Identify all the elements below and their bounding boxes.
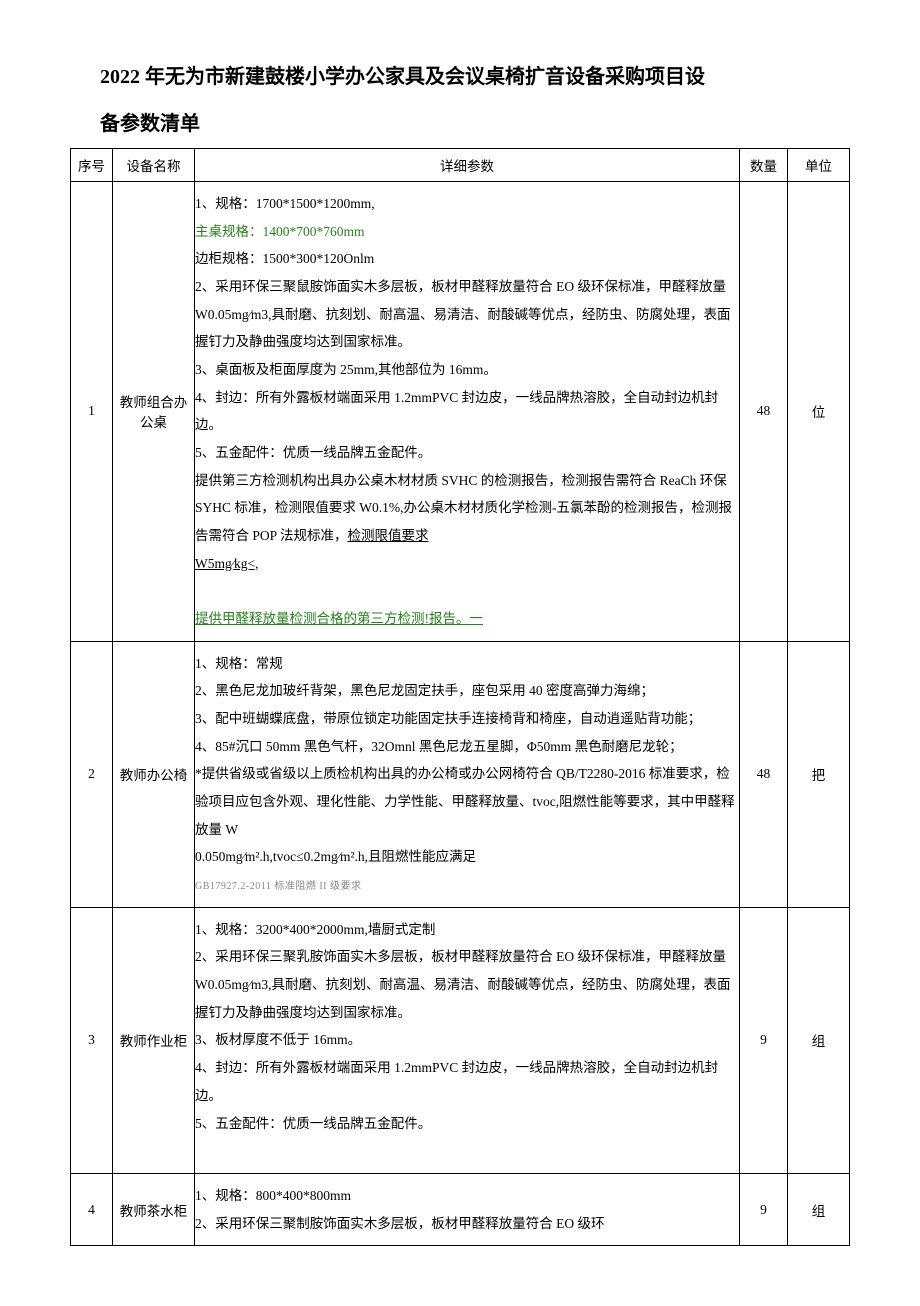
cell-name: 教师作业柜 bbox=[113, 907, 195, 1173]
detail-line: 3、板材厚度不低于 16mm。 bbox=[195, 1026, 735, 1054]
table-row: 4教师茶水柜1、规格：800*400*800mm2、采用环保三聚制胺饰面实木多层… bbox=[71, 1173, 850, 1245]
table-row: 3教师作业柜1、规格：3200*400*2000mm,墙厨式定制2、采用环保三聚… bbox=[71, 907, 850, 1173]
detail-line: 2、采用环保三聚制胺饰面实木多层板，板材甲醛释放量符合 EO 级环 bbox=[195, 1210, 735, 1238]
detail-line bbox=[195, 1137, 735, 1165]
cell-qty: 48 bbox=[740, 641, 788, 907]
detail-line: 提供第三方检测机构出具办公桌木材材质 SVHC 的检测报告，检测报告需符合 Re… bbox=[195, 467, 735, 550]
detail-line: 5、五金配件：优质一线品牌五金配件。 bbox=[195, 439, 735, 467]
detail-line: 4、封边：所有外露板材端面采用 1.2mmPVC 封边皮，一线品牌热溶胶，全自动… bbox=[195, 384, 735, 439]
cell-qty: 9 bbox=[740, 1173, 788, 1245]
detail-line: 1、规格：1700*1500*1200mm, bbox=[195, 190, 735, 218]
header-seq: 序号 bbox=[71, 149, 113, 182]
detail-line: 2、黑色尼龙加玻纤背架，黑色尼龙固定扶手，座包采用 40 密度高弹力海绵； bbox=[195, 677, 735, 705]
table-header-row: 序号 设备名称 详细参数 数量 单位 bbox=[71, 149, 850, 182]
detail-line: 1、规格：常规 bbox=[195, 650, 735, 678]
cell-unit: 组 bbox=[788, 1173, 850, 1245]
cell-unit: 组 bbox=[788, 907, 850, 1173]
cell-qty: 48 bbox=[740, 182, 788, 642]
detail-line: 提供甲醛释放量检测合格的第三方检测!报告。一 bbox=[195, 605, 735, 633]
equipment-table: 序号 设备名称 详细参数 数量 单位 1教师组合办公桌1、规格：1700*150… bbox=[70, 148, 850, 1246]
cell-unit: 把 bbox=[788, 641, 850, 907]
detail-line: 4、封边：所有外露板材端面采用 1.2mmPVC 封边皮，一线品牌热溶胶，全自动… bbox=[195, 1054, 735, 1109]
table-row: 1教师组合办公桌1、规格：1700*1500*1200mm,主桌规格：1400*… bbox=[71, 182, 850, 642]
cell-name: 教师组合办公桌 bbox=[113, 182, 195, 642]
header-detail: 详细参数 bbox=[195, 149, 740, 182]
document-title-line2: 备参数清单 bbox=[100, 107, 850, 136]
detail-line: W5mg∕kg<, bbox=[195, 550, 735, 578]
cell-seq: 3 bbox=[71, 907, 113, 1173]
detail-line bbox=[195, 577, 735, 605]
cell-name: 教师茶水柜 bbox=[113, 1173, 195, 1245]
header-unit: 单位 bbox=[788, 149, 850, 182]
detail-line: 0.050mg∕m².h,tvoc≤0.2mg∕m².h,且阻燃性能应满足 bbox=[195, 843, 735, 871]
detail-line: 主桌规格：1400*700*760mm bbox=[195, 218, 735, 246]
detail-line: 3、配中班蝴蝶底盘，带原位锁定功能固定扶手连接椅背和椅座，自动逍遥贴背功能； bbox=[195, 705, 735, 733]
header-name: 设备名称 bbox=[113, 149, 195, 182]
cell-detail: 1、规格：1700*1500*1200mm,主桌规格：1400*700*760m… bbox=[195, 182, 740, 642]
cell-seq: 2 bbox=[71, 641, 113, 907]
document-title-line1: 2022 年无为市新建鼓楼小学办公家具及会议桌椅扩音设备采购项目设 bbox=[100, 60, 850, 89]
cell-qty: 9 bbox=[740, 907, 788, 1173]
detail-line: 3、桌面板及柜面厚度为 25mm,其他部位为 16mm。 bbox=[195, 356, 735, 384]
detail-line: 边柜规格：1500*300*120Onlm bbox=[195, 245, 735, 273]
detail-line: GB17927.2-2011 标准阻燃 II 级要求 bbox=[195, 871, 735, 899]
cell-detail: 1、规格：常规2、黑色尼龙加玻纤背架，黑色尼龙固定扶手，座包采用 40 密度高弹… bbox=[195, 641, 740, 907]
detail-line: 1、规格：3200*400*2000mm,墙厨式定制 bbox=[195, 916, 735, 944]
header-qty: 数量 bbox=[740, 149, 788, 182]
detail-line: 2、采用环保三聚乳胺饰面实木多层板，板材甲醛释放量符合 EO 级环保标准，甲醛释… bbox=[195, 943, 735, 1026]
detail-line: 5、五金配件：优质一线品牌五金配件。 bbox=[195, 1110, 735, 1138]
cell-seq: 1 bbox=[71, 182, 113, 642]
cell-detail: 1、规格：800*400*800mm2、采用环保三聚制胺饰面实木多层板，板材甲醛… bbox=[195, 1173, 740, 1245]
cell-detail: 1、规格：3200*400*2000mm,墙厨式定制2、采用环保三聚乳胺饰面实木… bbox=[195, 907, 740, 1173]
cell-unit: 位 bbox=[788, 182, 850, 642]
detail-line: 1、规格：800*400*800mm bbox=[195, 1182, 735, 1210]
detail-line: 2、采用环保三聚鼠胺饰面实木多层板，板材甲醛释放量符合 EO 级环保标准，甲醛释… bbox=[195, 273, 735, 356]
detail-line: *提供省级或省级以上质检机构出具的办公椅或办公网椅符合 QB/T2280-201… bbox=[195, 760, 735, 843]
cell-seq: 4 bbox=[71, 1173, 113, 1245]
table-body: 1教师组合办公桌1、规格：1700*1500*1200mm,主桌规格：1400*… bbox=[71, 182, 850, 1246]
detail-line: 4、85#沉口 50mm 黑色气杆，32Omnl 黑色尼龙五星脚，Φ50mm 黑… bbox=[195, 733, 735, 761]
cell-name: 教师办公椅 bbox=[113, 641, 195, 907]
table-row: 2教师办公椅1、规格：常规2、黑色尼龙加玻纤背架，黑色尼龙固定扶手，座包采用 4… bbox=[71, 641, 850, 907]
